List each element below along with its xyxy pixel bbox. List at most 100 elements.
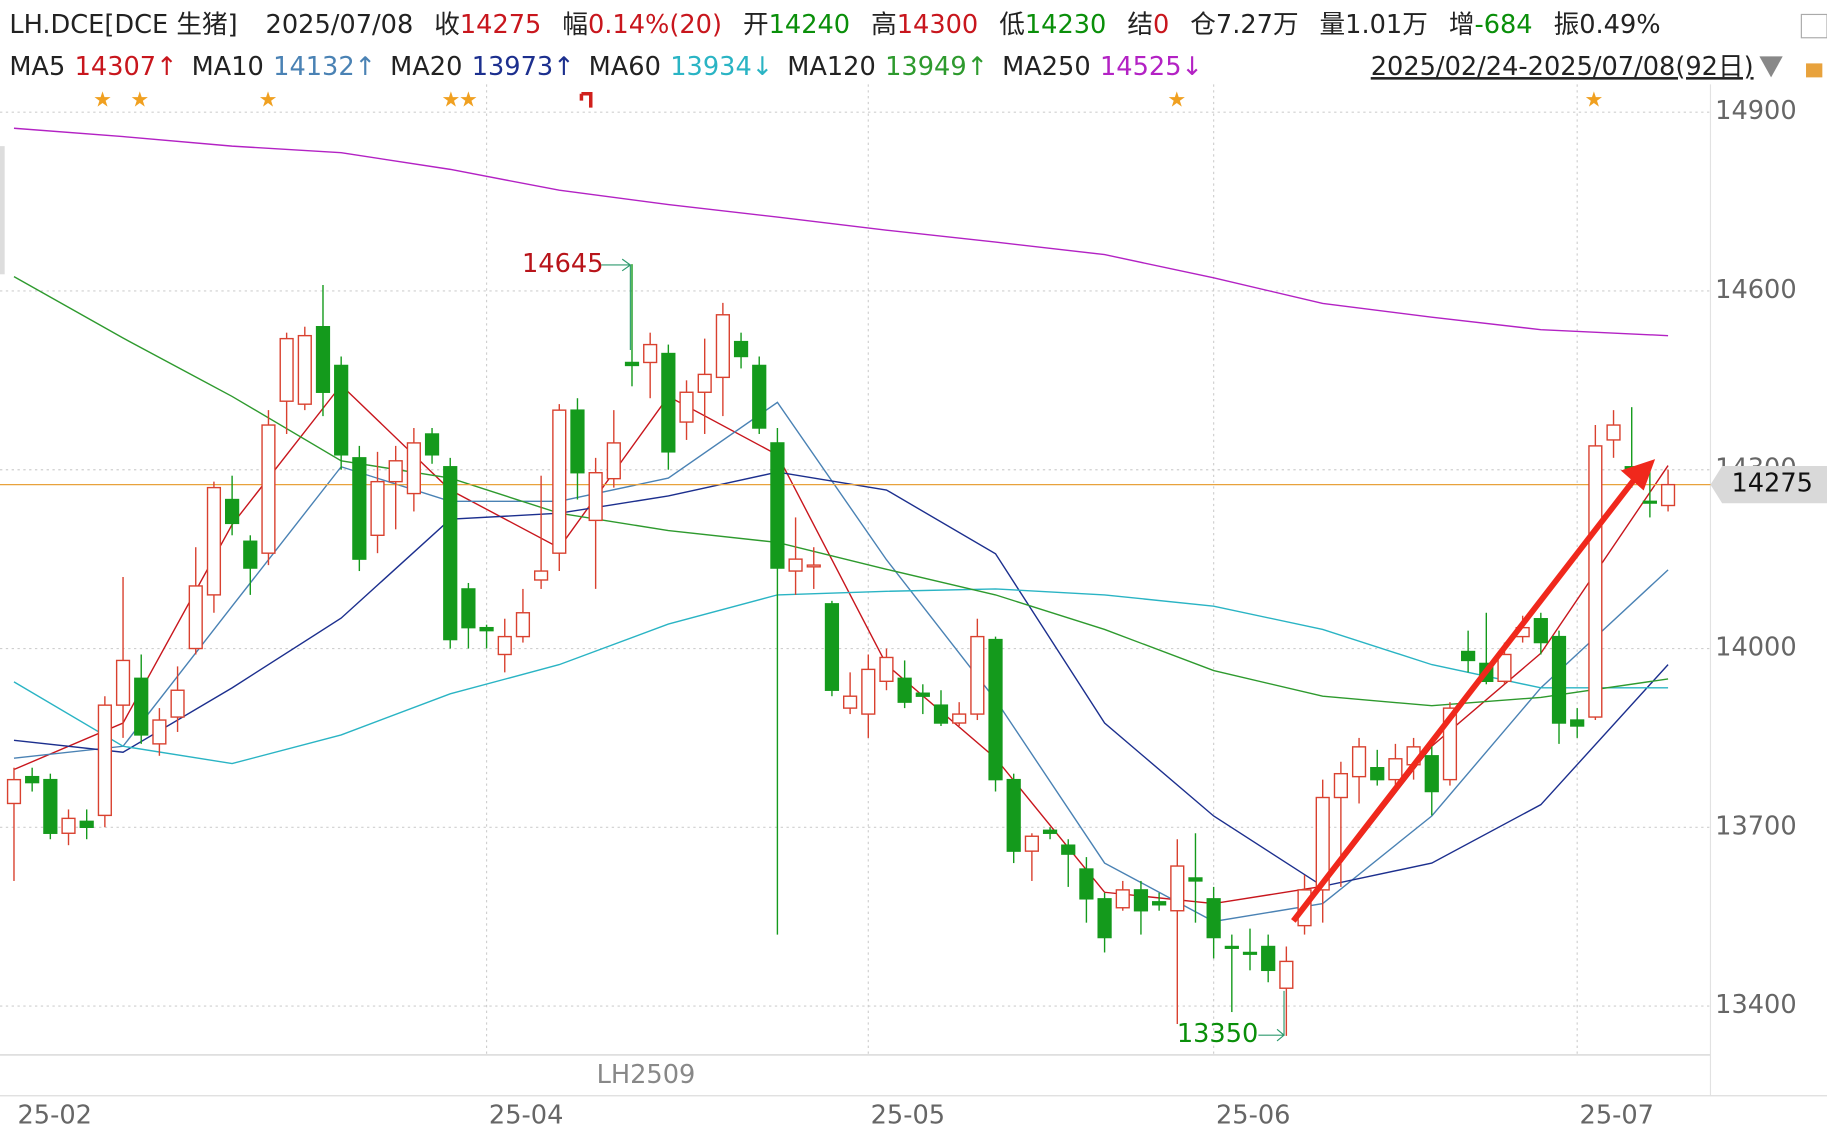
candle-body [697, 373, 712, 393]
star: ★ [130, 88, 149, 112]
stat-label: 低 [999, 10, 1025, 40]
stat-label: 开 [743, 10, 769, 40]
candle-body [443, 466, 458, 641]
candle-body [1206, 898, 1221, 939]
candle-body [861, 668, 876, 715]
candle-body [1061, 844, 1076, 855]
high-annotation: 14645 [522, 249, 604, 279]
scroll-marker [0, 146, 5, 275]
candle-body [752, 364, 767, 429]
candle-body [188, 585, 203, 650]
ma-legend: MA5 14307↑ MA10 14132↑ MA20 13973↑ MA60 13934↓ M… [9, 52, 1203, 82]
candle-body [988, 638, 1003, 781]
candle-body [1133, 889, 1149, 912]
candle-body [388, 460, 403, 483]
candle-body [1042, 829, 1058, 834]
candle-body [1315, 796, 1330, 891]
candle-body [1551, 635, 1567, 724]
ma-line [13, 127, 1669, 337]
ma-line [13, 471, 1669, 888]
candle-body [1170, 865, 1185, 912]
candle-body [570, 409, 585, 474]
candle-body [406, 442, 421, 495]
candle-body [679, 391, 694, 423]
flag-marker [579, 91, 593, 108]
y-tick-label: 14900 [1715, 96, 1797, 126]
x-tick-label: 25-07 [1580, 1101, 1654, 1131]
candle-body [1006, 778, 1021, 852]
candle-body [624, 361, 640, 367]
candle-body [1424, 755, 1439, 793]
low-annotation: 13350 [1177, 1019, 1259, 1049]
legend-value: 13949↑ [885, 52, 988, 82]
stat-value: 0.49% [1579, 10, 1660, 40]
stat-value: 0.14%(20) [588, 10, 722, 40]
stat-label: 仓 [1190, 10, 1216, 40]
candle-body [206, 486, 222, 596]
signal-stars: ★ ★ ★ ★ ★ ★ ★ [93, 88, 1603, 112]
legend-name: MA10 [192, 52, 264, 82]
candle-body [370, 480, 385, 536]
candle-body [1242, 951, 1258, 955]
stat-label: 振 [1554, 10, 1580, 40]
lock-icon[interactable] [1806, 63, 1823, 78]
candle-body [352, 457, 367, 560]
x-tick-label: 25-04 [489, 1101, 563, 1131]
candle-body [1333, 772, 1348, 799]
candle-body [1642, 500, 1658, 504]
legend-value: 14525↓ [1100, 52, 1203, 82]
price-tag-bg [1710, 465, 1827, 504]
candle-body [1097, 898, 1112, 939]
date: 2025/07/08 [266, 10, 414, 40]
candle-body [170, 689, 185, 718]
legend-value: 14307↑ [75, 52, 178, 82]
stat-label: 量 [1320, 10, 1346, 40]
stat-value: -684 [1474, 10, 1532, 40]
stat-value: 14275 [460, 10, 542, 40]
candle-body [515, 612, 531, 638]
candle-body [134, 677, 149, 736]
wp-icon[interactable] [1800, 13, 1827, 39]
trend-arrow[interactable] [1291, 474, 1640, 923]
candle-body [733, 340, 749, 358]
candle-body [224, 498, 240, 525]
candle-body [1660, 483, 1676, 507]
candle-body [534, 570, 549, 581]
candle-body [461, 588, 476, 629]
dropdown-icon[interactable] [1759, 56, 1783, 78]
date-range[interactable]: 2025/02/24-2025/07/08(92日) [1371, 52, 1754, 82]
candle-body [1588, 445, 1603, 718]
candle-body [606, 442, 621, 480]
ma-line [13, 588, 1669, 765]
candle-body [824, 603, 840, 691]
stat-value: 14230 [1025, 10, 1107, 40]
candle-body [643, 343, 658, 364]
y-tick-label: 14600 [1715, 275, 1797, 305]
y-tick-label: 13700 [1715, 811, 1797, 841]
candle-body [6, 778, 22, 805]
candle-body [715, 314, 730, 379]
candle-body [879, 656, 894, 682]
candle-body [1188, 877, 1203, 882]
candle-body [115, 659, 131, 706]
stat-value: 14240 [769, 10, 851, 40]
candle-body [479, 626, 494, 632]
candle-body [788, 558, 803, 572]
candle-body [1079, 868, 1094, 900]
y-tick-label: 14000 [1715, 633, 1797, 663]
candle-body [1606, 424, 1621, 441]
stat-label: 收 [434, 10, 460, 40]
candle-body [261, 424, 276, 554]
candle-body [1370, 767, 1385, 781]
candle-body [806, 564, 821, 568]
candle-body [1570, 719, 1585, 727]
x-tick-label: 25-05 [871, 1101, 945, 1131]
candle-body [933, 704, 949, 724]
star: ★ [1167, 88, 1186, 112]
candle-body [297, 334, 312, 405]
candle-body [552, 409, 567, 554]
legend-name: MA120 [787, 52, 876, 82]
stat-label: 结 [1127, 10, 1153, 40]
